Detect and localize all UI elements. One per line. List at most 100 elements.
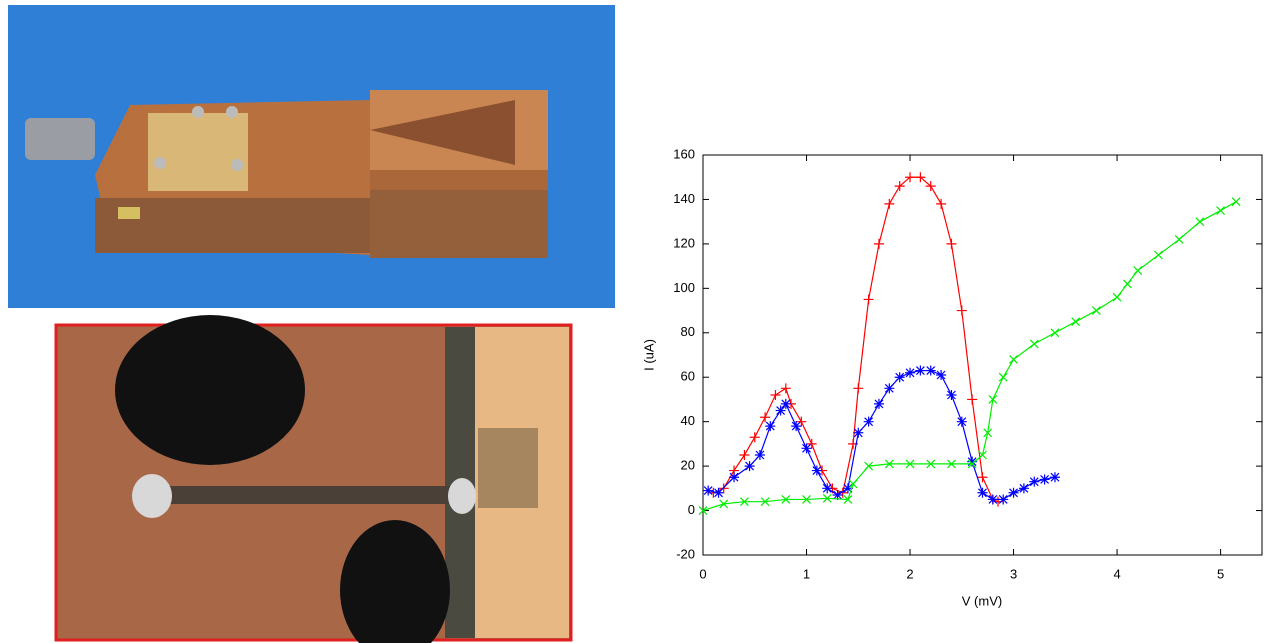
point-marker (1112, 292, 1122, 302)
point-marker (744, 461, 755, 472)
point-marker (713, 487, 724, 498)
point-marker (739, 450, 750, 460)
y-tick-label: 120 (673, 235, 695, 250)
point-marker (977, 487, 988, 498)
point-marker (1231, 197, 1241, 207)
point-marker (998, 372, 1008, 382)
point-marker (884, 459, 894, 469)
point-marker (884, 198, 895, 209)
point-marker (967, 394, 978, 405)
x-axis-label: V (mV) (962, 593, 1002, 608)
point-marker (947, 459, 956, 469)
point-marker (780, 398, 791, 409)
point-marker (853, 427, 864, 438)
point-marker (760, 412, 771, 423)
point-marker (729, 472, 740, 483)
point-marker (1123, 279, 1132, 289)
point-marker (977, 472, 988, 483)
y-tick-label: 140 (673, 191, 695, 206)
y-axis-label: I (uA) (641, 339, 656, 371)
point-marker (894, 181, 905, 192)
point-marker (770, 390, 781, 400)
point-marker (967, 456, 978, 467)
point-marker (863, 416, 874, 427)
point-marker (754, 450, 765, 460)
point-marker (1029, 339, 1039, 349)
point-marker (1091, 306, 1101, 315)
mixer-block-photo (8, 5, 615, 308)
point-marker (915, 172, 926, 183)
point-marker (1009, 355, 1018, 364)
point-marker (936, 198, 947, 209)
point-marker (967, 459, 977, 469)
series-line (708, 369, 1056, 501)
point-marker (822, 483, 833, 494)
point-marker (848, 479, 858, 489)
y-tick-label: 40 (681, 413, 695, 428)
point-marker (863, 294, 874, 305)
point-marker (853, 383, 864, 394)
point-marker (765, 421, 776, 432)
point-marker (775, 405, 786, 416)
point-marker (1216, 206, 1226, 215)
point-marker (983, 428, 993, 438)
y-tick-label: 80 (681, 324, 695, 339)
point-marker (832, 490, 843, 500)
point-marker (864, 461, 874, 471)
point-marker (1049, 472, 1060, 483)
point-marker (925, 365, 936, 376)
point-marker (925, 181, 936, 192)
point-marker (884, 383, 895, 394)
point-marker (796, 416, 807, 427)
point-marker (873, 238, 884, 249)
point-marker (1008, 487, 1019, 498)
x-tick-label: 0 (699, 566, 706, 581)
point-marker (915, 365, 926, 376)
y-tick-label: 20 (681, 458, 695, 473)
point-marker (1050, 328, 1060, 338)
x-tick-label: 2 (906, 566, 913, 581)
series-line (702, 201, 1237, 512)
point-marker (791, 421, 802, 432)
y-tick-label: 0 (688, 502, 695, 517)
point-marker (978, 450, 987, 460)
point-marker (946, 238, 957, 249)
point-marker (987, 494, 998, 505)
y-tick-label: 60 (681, 369, 695, 384)
point-marker (698, 506, 708, 515)
series-line (713, 176, 999, 503)
point-marker (780, 383, 791, 394)
point-marker (806, 438, 817, 449)
point-marker (946, 390, 957, 400)
point-marker (1133, 266, 1143, 275)
point-marker (956, 305, 967, 316)
plot-frame (702, 154, 1263, 556)
point-marker (894, 372, 905, 383)
point-marker (988, 395, 998, 404)
point-marker (1029, 476, 1040, 487)
point-marker (739, 497, 749, 507)
point-marker (998, 494, 1009, 505)
point-marker (781, 495, 791, 504)
point-marker (873, 398, 884, 409)
point-marker (802, 495, 811, 504)
point-marker (1018, 483, 1029, 494)
point-marker (926, 459, 936, 469)
point-marker (811, 465, 822, 476)
point-marker (905, 367, 916, 378)
point-marker (1195, 217, 1205, 227)
point-marker (905, 172, 916, 183)
circuit-microscope-photo (54, 315, 573, 643)
x-tick-label: 5 (1217, 566, 1224, 581)
x-tick-label: 3 (1010, 566, 1017, 581)
point-marker (1174, 235, 1184, 244)
y-tick-label: 100 (673, 280, 695, 295)
y-tick-label: -20 (676, 546, 695, 561)
point-marker (905, 459, 915, 469)
point-marker (749, 432, 760, 443)
point-marker (801, 443, 812, 454)
point-marker (719, 499, 729, 509)
point-marker (760, 497, 770, 507)
x-tick-label: 1 (803, 566, 810, 581)
